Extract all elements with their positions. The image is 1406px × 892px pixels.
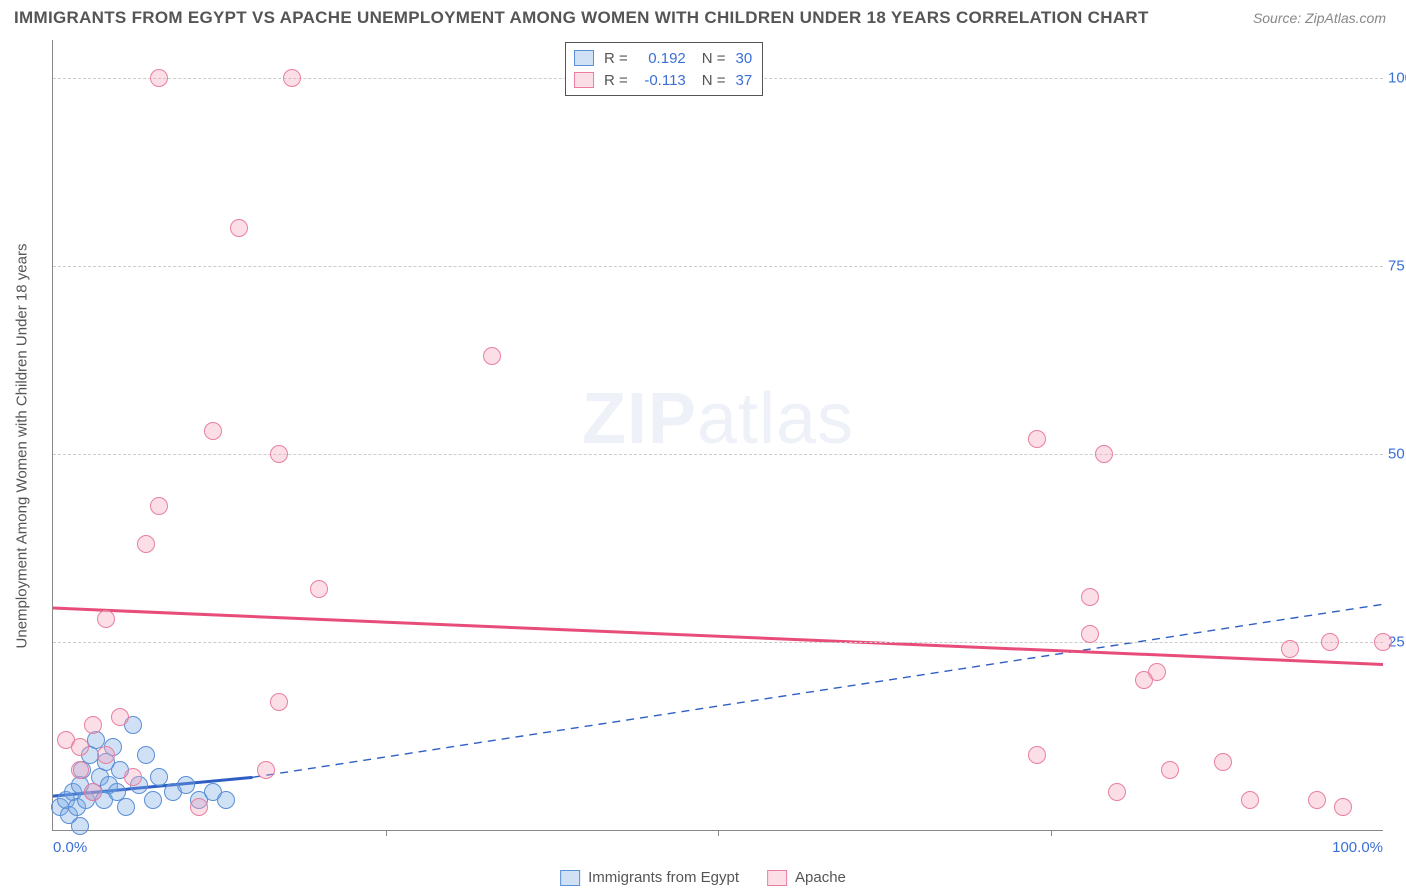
- y-tick-label: 50.0%: [1388, 445, 1406, 462]
- scatter-point: [177, 776, 195, 794]
- scatter-point: [1281, 640, 1299, 658]
- legend-r-value: -0.113: [634, 72, 686, 89]
- scatter-point: [257, 761, 275, 779]
- scatter-point: [150, 768, 168, 786]
- y-tick-label: 100.0%: [1388, 69, 1406, 86]
- legend-n-label: N =: [702, 50, 726, 67]
- series-legend-item: Immigrants from Egypt: [560, 869, 739, 886]
- scatter-point: [217, 791, 235, 809]
- scatter-point: [270, 693, 288, 711]
- legend-r-value: 0.192: [634, 50, 686, 67]
- scatter-point: [124, 768, 142, 786]
- scatter-point: [1308, 791, 1326, 809]
- scatter-point: [1241, 791, 1259, 809]
- scatter-point: [1028, 430, 1046, 448]
- scatter-point: [283, 69, 301, 87]
- scatter-point: [190, 798, 208, 816]
- scatter-point: [84, 716, 102, 734]
- scatter-point: [1081, 588, 1099, 606]
- x-tick-label: 100.0%: [1332, 839, 1383, 856]
- scatter-point: [97, 610, 115, 628]
- trend-line: [53, 608, 1383, 664]
- trend-line: [253, 604, 1384, 777]
- x-tick-label: 0.0%: [53, 839, 87, 856]
- legend-n-value: 30: [736, 50, 753, 67]
- chart-title: IMMIGRANTS FROM EGYPT VS APACHE UNEMPLOY…: [14, 8, 1149, 28]
- y-tick-label: 75.0%: [1388, 257, 1406, 274]
- gridline: [53, 266, 1383, 267]
- scatter-point: [310, 580, 328, 598]
- legend-n-value: 37: [736, 72, 753, 89]
- scatter-point: [84, 783, 102, 801]
- scatter-point: [1334, 798, 1352, 816]
- legend-swatch: [767, 870, 787, 886]
- scatter-point: [1135, 671, 1153, 689]
- y-axis-label: Unemployment Among Women with Children U…: [14, 244, 31, 649]
- legend-r-label: R =: [604, 50, 628, 67]
- scatter-point: [137, 746, 155, 764]
- scatter-point: [1081, 625, 1099, 643]
- scatter-point: [1108, 783, 1126, 801]
- legend-swatch: [560, 870, 580, 886]
- scatter-point: [1374, 633, 1392, 651]
- x-tick-mark: [718, 830, 719, 836]
- scatter-point: [117, 798, 135, 816]
- scatter-point: [1161, 761, 1179, 779]
- legend-swatch: [574, 72, 594, 88]
- scatter-point: [97, 746, 115, 764]
- series-legend: Immigrants from Egypt Apache: [560, 869, 846, 886]
- scatter-point: [270, 445, 288, 463]
- scatter-point: [1214, 753, 1232, 771]
- plot-area: ZIPatlas 25.0%50.0%75.0%100.0%0.0%100.0%: [52, 40, 1383, 831]
- watermark-bold: ZIP: [582, 379, 697, 459]
- scatter-point: [230, 219, 248, 237]
- scatter-point: [144, 791, 162, 809]
- x-tick-mark: [1051, 830, 1052, 836]
- legend-r-label: R =: [604, 72, 628, 89]
- scatter-point: [483, 347, 501, 365]
- correlation-legend: R = 0.192 N = 30 R = -0.113 N = 37: [565, 42, 763, 96]
- watermark-light: atlas: [697, 379, 854, 459]
- scatter-point: [111, 708, 129, 726]
- scatter-point: [71, 761, 89, 779]
- series-legend-label: Immigrants from Egypt: [588, 869, 739, 886]
- scatter-point: [150, 497, 168, 515]
- gridline: [53, 454, 1383, 455]
- x-tick-mark: [386, 830, 387, 836]
- series-legend-item: Apache: [767, 869, 846, 886]
- legend-row: R = -0.113 N = 37: [574, 69, 752, 91]
- legend-swatch: [574, 50, 594, 66]
- scatter-point: [1321, 633, 1339, 651]
- chart-source: Source: ZipAtlas.com: [1253, 10, 1386, 26]
- legend-n-label: N =: [702, 72, 726, 89]
- scatter-point: [71, 738, 89, 756]
- scatter-point: [1028, 746, 1046, 764]
- trend-lines-layer: [53, 40, 1383, 830]
- series-legend-label: Apache: [795, 869, 846, 886]
- scatter-point: [204, 422, 222, 440]
- scatter-point: [150, 69, 168, 87]
- scatter-point: [71, 817, 89, 835]
- watermark: ZIPatlas: [582, 378, 854, 460]
- scatter-point: [1095, 445, 1113, 463]
- legend-row: R = 0.192 N = 30: [574, 47, 752, 69]
- gridline: [53, 642, 1383, 643]
- scatter-point: [137, 535, 155, 553]
